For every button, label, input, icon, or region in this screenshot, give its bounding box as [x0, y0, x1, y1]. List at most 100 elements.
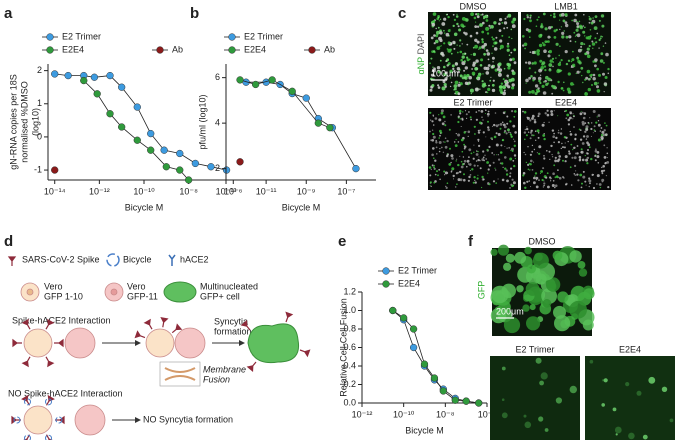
- cell-spot: [439, 178, 441, 181]
- cell-spot: [459, 112, 462, 115]
- cell-spot: [554, 184, 558, 187]
- cell-spot: [470, 12, 474, 17]
- cell-spot: [586, 162, 589, 165]
- x-tick-label: 10⁻⁸: [179, 186, 198, 196]
- cell-spot: [533, 176, 536, 180]
- cell-spot: [552, 61, 555, 63]
- cell-spot: [545, 176, 548, 179]
- scale-label: 100μm: [431, 68, 459, 78]
- cell-spot: [458, 28, 462, 32]
- cell-spot: [495, 169, 497, 171]
- cell-spot: [493, 135, 497, 139]
- cell-spot: [429, 130, 431, 133]
- cell-spot: [603, 169, 606, 172]
- cell-spot: [559, 19, 561, 21]
- cell-spot: [562, 146, 564, 149]
- cell-spot: [499, 88, 503, 92]
- cell-spot: [555, 136, 558, 140]
- cell-spot: [474, 38, 478, 42]
- cell-spot: [433, 157, 435, 159]
- cell-spot: [591, 122, 593, 124]
- cell-spot: [581, 111, 584, 114]
- cell-spot: [439, 59, 442, 62]
- data-point: [160, 146, 168, 154]
- cell-spot: [571, 19, 574, 22]
- cell-spot: [509, 187, 511, 189]
- cell-spot: [602, 165, 605, 168]
- cell-spot: [548, 150, 551, 153]
- cell-spot: [601, 178, 605, 182]
- cell-spot: [511, 37, 513, 40]
- syncytium: [247, 323, 300, 364]
- cell-spot: [528, 30, 531, 33]
- cell-spot: [523, 151, 525, 154]
- cell-spot: [533, 120, 537, 124]
- cell-spot: [570, 60, 573, 63]
- cell-spot: [570, 143, 573, 146]
- cell-spot: [456, 22, 459, 26]
- cell-spot: [449, 85, 452, 88]
- cell-spot: [523, 414, 527, 418]
- cell-spot: [534, 252, 543, 262]
- cell-spot: [428, 166, 432, 169]
- cell-spot: [539, 74, 542, 77]
- cell-spot: [603, 82, 608, 86]
- cell-spot: [443, 170, 446, 173]
- cell-spot: [437, 70, 441, 74]
- cell-spot: [466, 159, 470, 163]
- cell-spot: [554, 176, 557, 179]
- cell-spot: [584, 130, 587, 133]
- cell-spot: [466, 58, 470, 62]
- diagram-label: formation: [214, 326, 252, 336]
- cell-spot: [576, 152, 579, 155]
- cell-spot: [472, 157, 475, 160]
- cell-spot: [553, 110, 555, 112]
- cell-spot: [523, 17, 526, 21]
- microscopy-image: [585, 356, 675, 440]
- cell-spot: [566, 87, 571, 92]
- cell-spot: [472, 63, 476, 67]
- cell-spot: [492, 79, 495, 82]
- cell-spot: [606, 157, 608, 159]
- cell-spot: [592, 77, 596, 81]
- cell-spot: [486, 32, 490, 35]
- cell-spot: [472, 181, 475, 184]
- cell-spot: [473, 16, 477, 20]
- cell-spot: [486, 112, 490, 116]
- cell-spot: [549, 59, 553, 63]
- cell-spot: [538, 179, 540, 181]
- cell-spot: [578, 61, 582, 65]
- cell-spot: [481, 13, 484, 16]
- cell-spot: [509, 132, 512, 134]
- cell-spot: [461, 55, 465, 59]
- cell-spot: [601, 130, 605, 134]
- cell-spot: [464, 52, 467, 55]
- cell-spot: [483, 42, 487, 47]
- cell-spot: [565, 62, 569, 66]
- cell-spot: [512, 17, 517, 22]
- cell-spot: [485, 136, 487, 138]
- cell-spot: [604, 42, 607, 44]
- cell-spot: [444, 141, 446, 143]
- cell-spot: [505, 173, 509, 176]
- cell-spot: [576, 145, 579, 147]
- cell-spot: [497, 72, 502, 77]
- cell-spot: [576, 33, 581, 38]
- cell-spot: [575, 72, 577, 75]
- cell-spot: [436, 30, 440, 35]
- cell-spot: [476, 150, 478, 152]
- cell-spot: [535, 357, 542, 364]
- spike-icon: [7, 256, 17, 266]
- cell-spot: [535, 139, 537, 141]
- cell-spot: [431, 84, 435, 87]
- cell-spot: [511, 178, 514, 181]
- cell-spot: [601, 181, 604, 183]
- cell-spot: [543, 184, 545, 187]
- cell-spot: [564, 21, 568, 24]
- cell-spot: [585, 125, 589, 129]
- cell-spot: [544, 428, 549, 432]
- cell-spot: [581, 182, 583, 185]
- cell-spot: [583, 112, 587, 115]
- cell-spot: [486, 91, 489, 94]
- cell-spot: [526, 14, 529, 17]
